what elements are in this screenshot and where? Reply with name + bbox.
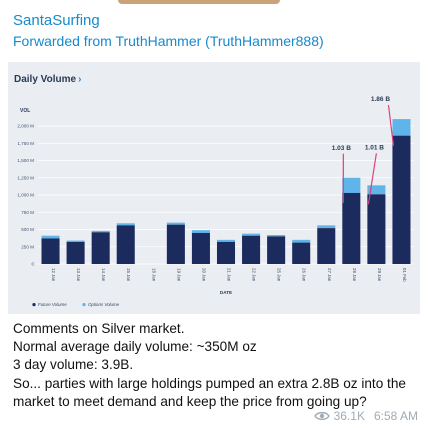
x-tick-label: 26 Jan xyxy=(302,268,307,282)
options-volume-bar xyxy=(317,225,336,229)
x-tick-label: 29 Jan xyxy=(377,268,382,282)
forwarded-from-link[interactable]: Forwarded from TruthHammer (TruthHammer8… xyxy=(13,33,324,49)
x-tick-label: 25 Jan xyxy=(277,268,282,282)
future-volume-bar xyxy=(317,228,336,264)
annotation-label: 1.01 B xyxy=(365,144,384,151)
options-volume-bar xyxy=(292,239,311,243)
annotation-arrow xyxy=(367,153,377,205)
future-volume-bar xyxy=(41,238,60,264)
y-tick-label: 2,000 M xyxy=(17,124,34,129)
options-volume-bar xyxy=(342,177,361,193)
message-line: Comments on Silver market. xyxy=(13,321,185,336)
options-volume-bar xyxy=(191,230,210,233)
x-tick-label: 15 Jan xyxy=(126,268,131,282)
options-volume-bar xyxy=(216,239,236,242)
message-line: Normal average daily volume: ~350M oz xyxy=(13,339,257,355)
sender-name[interactable]: SantaSurfing xyxy=(13,12,100,29)
eye-icon xyxy=(313,411,330,421)
message-meta: 36.1K 6:58 AM xyxy=(313,409,418,423)
options-volume-bar xyxy=(41,235,60,239)
previous-image-edge xyxy=(118,0,280,4)
y-tick-label: 1,750 M xyxy=(17,141,34,146)
y-axis-label: VOL xyxy=(20,108,30,114)
chart-image[interactable]: Daily Volume › VOL 2,000 M 1,750 M 1,500 M 1,… xyxy=(8,62,420,314)
y-tick-label: 1,000 M xyxy=(17,193,34,198)
x-tick-label: 14 Jan xyxy=(101,268,106,282)
message-text: Comments on Silver market. Normal average… xyxy=(13,320,423,411)
chevron-right-icon: › xyxy=(78,74,82,85)
message-line: market to meet demand and keep the price… xyxy=(13,393,367,409)
y-tick-label: 750 M xyxy=(21,210,34,215)
future-volume-bar xyxy=(116,225,135,264)
future-volume-bar xyxy=(367,194,386,264)
legend-label: Options Volume xyxy=(88,302,120,307)
message-line: So... parties with large holdings pumped… xyxy=(13,375,406,391)
annotation-label: 1.03 B xyxy=(332,145,351,152)
future-volume-bar xyxy=(242,235,261,264)
future-volume-bar xyxy=(191,232,210,264)
future-volume-bar xyxy=(342,192,361,264)
view-count: 36.1K xyxy=(333,409,365,423)
options-volume-bar xyxy=(367,185,386,195)
y-tick-label: 0 xyxy=(31,262,34,267)
future-volume-bar xyxy=(292,242,311,264)
y-tick-label: 1,250 M xyxy=(17,175,34,180)
future-volume-bar xyxy=(216,241,236,264)
message-time: 6:58 AM xyxy=(373,409,418,423)
x-tick-label: 21 Jan xyxy=(227,268,232,282)
options-volume-bar xyxy=(166,222,185,225)
x-tick-label: 22 Jan xyxy=(252,268,257,282)
message-line: 3 day volume: 3.9B. xyxy=(13,357,134,373)
future-volume-bar xyxy=(66,241,85,264)
x-tick-label: 27 Jan xyxy=(327,268,332,282)
previous-message-edge xyxy=(0,0,430,7)
legend-swatch xyxy=(32,303,36,307)
volume-bar-chart: VOL 2,000 M 1,750 M 1,500 M 1,250 M 1,000 M 75… xyxy=(17,96,414,307)
future-volume-bar xyxy=(91,232,110,264)
future-volume-bar xyxy=(267,236,286,264)
x-tick-label: 18 Jan xyxy=(151,268,156,282)
x-tick-label: 12 Jan xyxy=(51,268,56,282)
options-volume-bar xyxy=(267,235,286,237)
legend-swatch xyxy=(82,303,86,307)
options-volume-bar xyxy=(66,240,85,242)
annotation-arrow xyxy=(387,105,395,146)
future-volume-bar xyxy=(166,224,185,264)
x-axis-label: DATE xyxy=(220,290,232,295)
options-volume-bar xyxy=(392,119,411,136)
y-tick-label: 250 M xyxy=(21,244,34,249)
chart-title: Daily Volume › xyxy=(14,74,82,85)
x-tick-label: 28 Jan xyxy=(352,268,357,282)
legend-label: Future Volume xyxy=(38,302,67,307)
y-tick-label: 500 M xyxy=(21,227,34,232)
options-volume-bar xyxy=(242,233,261,236)
x-tick-label: 19 Jan xyxy=(176,268,181,282)
options-volume-bar xyxy=(116,223,135,226)
x-tick-label: 01 Feb xyxy=(402,268,407,282)
x-tick-label: 13 Jan xyxy=(76,268,81,282)
annotation-label: 1.86 B xyxy=(371,96,390,103)
future-volume-bar xyxy=(392,135,411,264)
x-tick-label: 20 Jan xyxy=(201,268,206,282)
y-tick-label: 1,500 M xyxy=(17,158,34,163)
options-volume-bar xyxy=(91,230,110,233)
